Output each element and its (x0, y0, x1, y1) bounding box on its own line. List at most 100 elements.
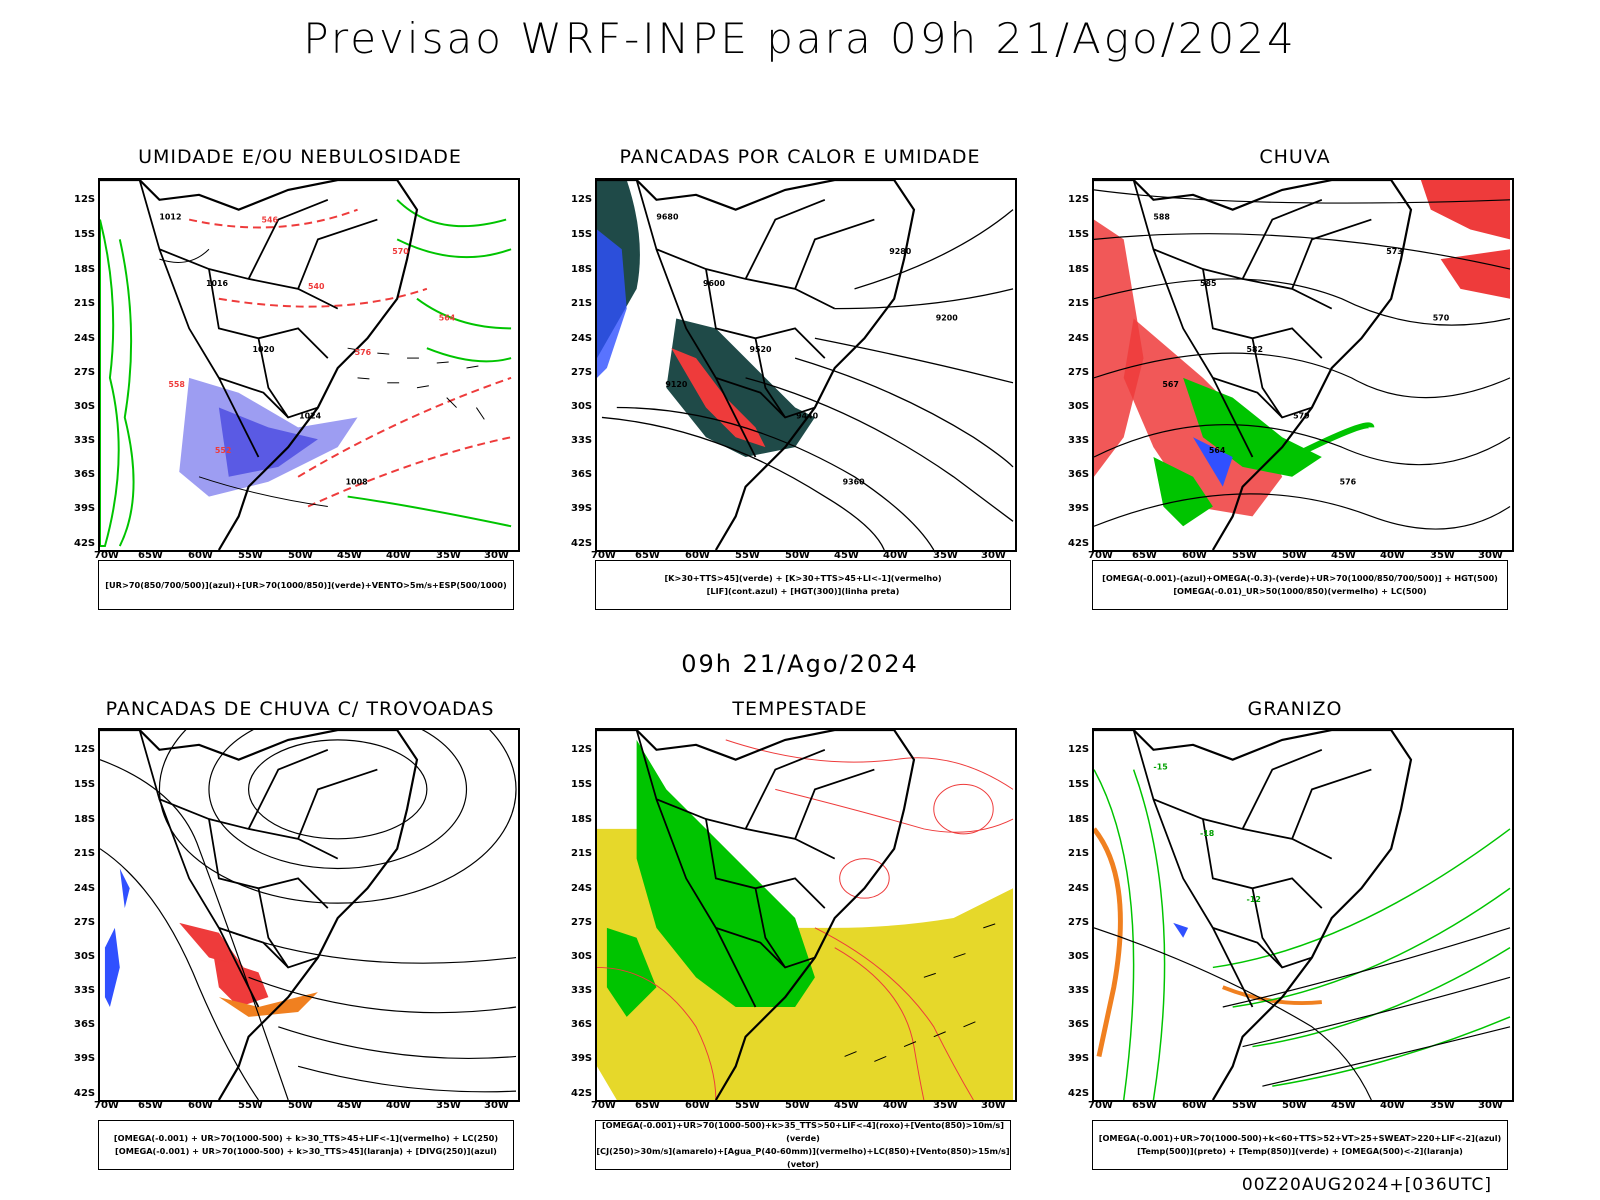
longitude-tick-label: 55W (735, 1100, 760, 1111)
latitude-tick-label: 39S (74, 1053, 96, 1064)
longitude-tick-label: 45W (834, 1100, 859, 1111)
longitude-tick-label: 50W (785, 1100, 810, 1111)
contour-label: 570 (1433, 313, 1450, 322)
contour-label: 576 (355, 348, 372, 357)
contour-label: 564 (1209, 446, 1226, 455)
latitude-tick-label: 27S (571, 367, 593, 378)
latitude-tick-label: 27S (1068, 367, 1090, 378)
latitude-tick-label: 39S (1068, 503, 1090, 514)
longitude-tick-label: 60W (188, 550, 213, 561)
contour-label: -12 (1247, 895, 1261, 904)
latitude-tick-label: 42S (1068, 1088, 1090, 1099)
contour-label: 576 (1340, 478, 1357, 487)
longitude-tick-label: 60W (188, 1100, 213, 1111)
latitude-tick-label: 36S (74, 1019, 96, 1030)
contour-label: -18 (1200, 829, 1215, 838)
longitude-tick-label: 50W (1282, 1100, 1307, 1111)
latitude-tick-label: 39S (74, 503, 96, 514)
longitude-tick-label: 70W (591, 1100, 616, 1111)
latitude-tick-label: 18S (74, 814, 96, 825)
longitude-tick-label: 45W (337, 550, 362, 561)
latitude-tick-label: 36S (1068, 1019, 1090, 1030)
contour-label: 1024 (299, 411, 322, 420)
latitude-tick-label: 39S (1068, 1053, 1090, 1064)
contour-label: 588 (1153, 213, 1170, 222)
latitude-tick-label: 18S (1068, 814, 1090, 825)
latitude-tick-label: 33S (74, 435, 96, 446)
latitude-tick-label: 24S (571, 883, 593, 894)
contour-label: 579 (1293, 411, 1310, 420)
panel-5-legend-line-1: [OMEGA(-0.001)+UR>70(1000-500)+k>35_TTS>… (601, 1120, 1005, 1143)
longitude-tick-label: 65W (1132, 1100, 1157, 1111)
panel-3-map[interactable]: 588 585 582 579 576 573 570 567 564 (1092, 178, 1514, 552)
longitude-tick-label: 60W (685, 1100, 710, 1111)
panel-4-legend: [OMEGA(-0.001) + UR>70(1000-500) + k>30_… (98, 1120, 514, 1170)
longitude-tick-label: 45W (337, 1100, 362, 1111)
latitude-tick-label: 33S (571, 435, 593, 446)
panel-6-map[interactable]: -15 -18 -12 (1092, 728, 1514, 1102)
panel-1-legend-line-1: [UR>70(850/700/500)](azul)+[UR>70(1000/8… (105, 579, 507, 590)
latitude-tick-label: 36S (1068, 469, 1090, 480)
panel-2-map[interactable]: 9680 9600 9520 9440 9360 9280 9200 9120 (595, 178, 1017, 552)
longitude-tick-label: 45W (1331, 550, 1356, 561)
latitude-tick-label: 12S (571, 744, 593, 755)
longitude-tick-label: 35W (436, 1100, 461, 1111)
latitude-tick-label: 12S (1068, 194, 1090, 205)
page-title: Previsao WRF-INPE para 09h 21/Ago/2024 (303, 14, 1297, 63)
longitude-tick-label: 70W (1088, 1100, 1113, 1111)
longitude-tick-label: 60W (1182, 550, 1207, 561)
latitude-tick-label: 15S (1068, 229, 1090, 240)
latitude-tick-label: 33S (1068, 985, 1090, 996)
panel-6-title: GRANIZO (1247, 698, 1343, 720)
longitude-tick-label: 40W (883, 1100, 908, 1111)
panel-3-legend-line-2: [OMEGA(-0.01)_UR>50(1000/850)(vermelho) … (1173, 586, 1427, 596)
latitude-tick-label: 42S (571, 538, 593, 549)
contour-label: 1016 (206, 279, 229, 288)
panel-4-map[interactable] (98, 728, 520, 1102)
latitude-tick-label: 24S (74, 333, 96, 344)
contour-label: 546 (261, 216, 278, 225)
latitude-tick-label: 30S (74, 951, 96, 962)
country-borders (597, 730, 916, 1100)
longitude-tick-label: 55W (735, 550, 760, 561)
longitude-tick-label: 55W (238, 550, 263, 561)
panel-5-legend: [OMEGA(-0.001)+UR>70(1000-500)+k>35_TTS>… (595, 1120, 1011, 1170)
contour-label: 1020 (253, 345, 276, 354)
latitude-tick-label: 15S (571, 779, 593, 790)
panel-5-map[interactable] (595, 728, 1017, 1102)
latitude-tick-label: 27S (74, 917, 96, 928)
longitude-tick-label: 70W (1088, 550, 1113, 561)
latitude-tick-label: 30S (1068, 951, 1090, 962)
country-borders (100, 180, 419, 550)
latitude-tick-label: 24S (74, 883, 96, 894)
contour-label: 1008 (346, 478, 369, 487)
latitude-tick-label: 18S (1068, 264, 1090, 275)
longitude-tick-label: 35W (1430, 1100, 1455, 1111)
contour-label: 9600 (703, 279, 726, 288)
longitude-tick-label: 30W (1478, 550, 1503, 561)
contour-label: 558 (168, 380, 185, 389)
latitude-tick-label: 21S (74, 848, 96, 859)
latitude-tick-label: 12S (571, 194, 593, 205)
country-borders (100, 730, 419, 1100)
longitude-tick-label: 40W (386, 550, 411, 561)
contour-label: 9440 (796, 411, 819, 420)
panel-4-legend-line-2: [OMEGA(-0.001) + UR>70(1000-500) + k>30_… (115, 1146, 497, 1156)
latitude-tick-label: 36S (571, 469, 593, 480)
panel-2-legend: [K>30+TTS>45](verde) + [K>30+TTS>45+LI<-… (595, 560, 1011, 610)
longitude-tick-label: 45W (1331, 1100, 1356, 1111)
contour-label: 582 (1247, 345, 1264, 354)
latitude-tick-label: 30S (1068, 401, 1090, 412)
latitude-tick-label: 42S (571, 1088, 593, 1099)
panel-1-map[interactable]: 1012 1016 1020 1024 1008 570 564 558 552 546 540 57… (98, 178, 520, 552)
country-borders (1094, 730, 1413, 1100)
longitude-tick-label: 40W (1380, 550, 1405, 561)
panel-4-legend-line-1: [OMEGA(-0.001) + UR>70(1000-500) + k>30_… (113, 1133, 499, 1143)
longitude-tick-label: 50W (288, 550, 313, 561)
longitude-tick-label: 65W (138, 1100, 163, 1111)
latitude-tick-label: 39S (571, 503, 593, 514)
longitude-tick-label: 50W (1282, 550, 1307, 561)
latitude-tick-label: 36S (74, 469, 96, 480)
longitude-tick-label: 30W (981, 1100, 1006, 1111)
latitude-tick-label: 24S (571, 333, 593, 344)
